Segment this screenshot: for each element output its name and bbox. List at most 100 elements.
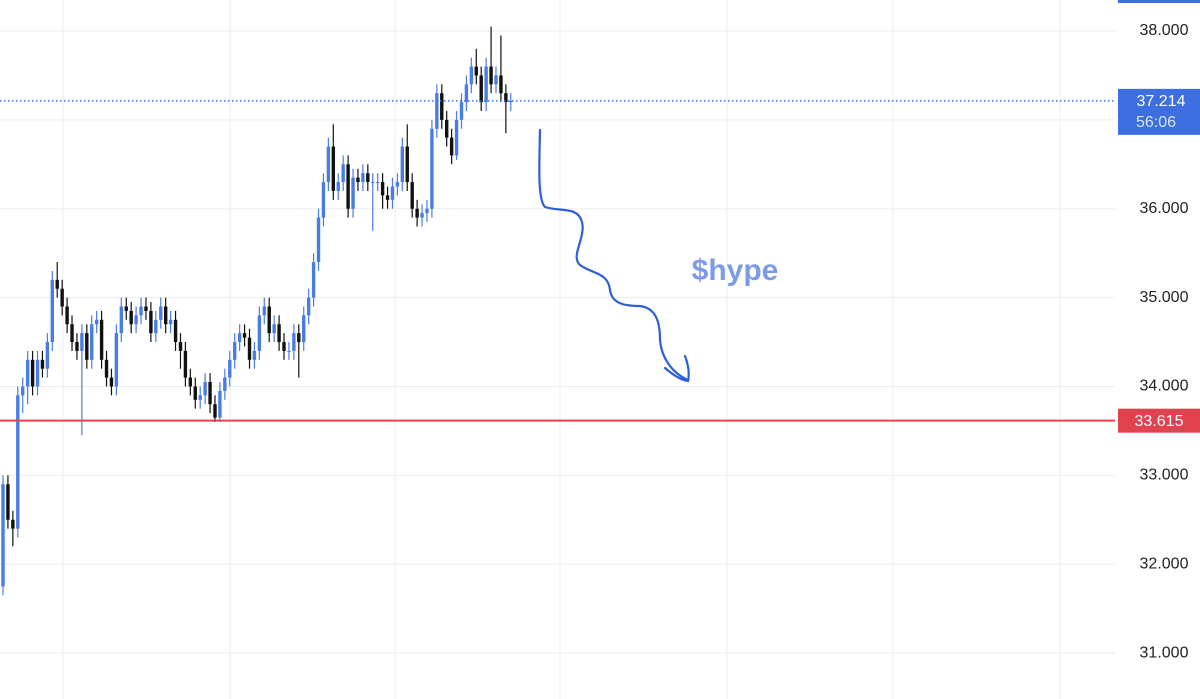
candle-body [163,306,168,325]
candle-body [1,484,5,587]
candle-body [474,66,478,76]
candle-body [262,306,266,316]
candle-body [213,404,217,418]
candle-body [208,382,212,405]
candle-body [75,342,79,351]
candle-body [287,350,291,352]
candle-body [35,359,40,387]
candle-body [464,84,469,103]
price-label: 37.214 [1137,93,1186,110]
candle-body [30,359,35,387]
candle-body [6,484,10,520]
candle-body [292,333,296,351]
candle-body [267,306,271,334]
candle-body [247,337,252,360]
candle-body [371,182,375,184]
candle-body [242,333,247,338]
candle-body [302,315,306,343]
annotation: $hype [692,254,779,287]
candle-body [361,173,365,183]
candle-body [50,279,54,343]
candle-body [400,146,405,183]
candle-body [395,182,400,187]
candle-body [366,173,370,183]
y-tick-label: 31.000 [1140,644,1189,661]
candle-body [336,182,340,191]
candle-body [479,75,483,103]
y-tick-label: 32.000 [1140,555,1189,572]
candle-body [509,100,513,103]
candle-body [375,182,380,184]
candle-body [233,342,237,360]
candle-body [218,390,222,418]
candle-body [90,324,94,360]
candle-body [104,359,109,378]
candle-body [198,395,202,400]
candle-body [173,319,178,343]
candle-body [16,395,20,529]
level-label: 33.615 [1135,413,1184,430]
candle-body [252,350,257,360]
candle-body [410,182,414,209]
candle-body [60,288,64,307]
candle-body [183,350,188,378]
candle-body [25,359,30,387]
candle-body [223,377,227,391]
candle-body [494,75,498,85]
candle-body [193,386,197,400]
axis-top-accent [1118,0,1200,3]
candle-body [85,333,89,360]
candle-body [178,342,183,351]
candle-body [80,333,84,351]
candle-body [430,128,434,209]
candle-body [316,217,321,263]
candle-body [139,306,143,316]
y-tick-label: 33.000 [1140,467,1189,484]
candle-body [499,75,503,94]
candle-body [484,66,488,103]
candle-body [440,93,444,120]
candle-body [129,310,133,325]
candle-body [425,208,429,214]
candle-body [144,306,148,311]
candle-body [356,177,360,183]
candle-body [341,164,345,183]
candle-body [297,333,301,343]
y-tick-label: 35.000 [1140,289,1189,306]
candle-body [188,377,193,387]
candle-body [154,319,158,334]
candle-body [134,315,138,325]
candle-body [346,164,350,209]
candle-body [415,208,419,218]
candle-body [99,319,104,360]
candle-body [94,319,99,325]
candle-body [380,182,385,196]
candle-body [114,333,119,387]
level-label-bg [1118,408,1200,433]
candle-body [159,306,163,320]
candle-body [321,182,326,218]
y-tick-label: 38.000 [1140,22,1189,39]
candle-body [390,186,395,200]
candle-body [124,306,128,311]
drawn-arrow [538,128,690,383]
candle-body [272,324,276,334]
candle-body [385,195,390,200]
candle-body [469,66,474,85]
candle-body [237,333,242,343]
candle-body [326,146,331,183]
candle-body [65,306,69,325]
candle-body [203,382,207,396]
candle-body [454,119,459,156]
candle-body [40,359,45,369]
candle-body [282,342,286,351]
candle-body [449,137,454,156]
candle-body [311,262,316,298]
candle-body [149,310,153,334]
candle-body [21,386,25,396]
price-label-bg [1118,88,1200,135]
candle-body [459,102,464,120]
candle-body [11,519,15,529]
vertical-grid [62,0,1061,699]
